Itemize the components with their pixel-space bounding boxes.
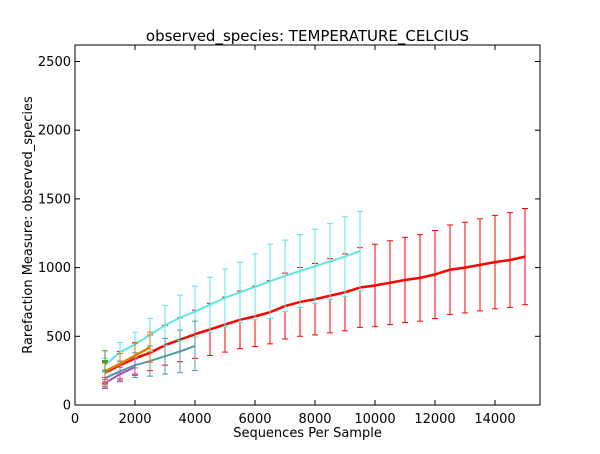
y-tick-label: 500 xyxy=(46,330,71,345)
y-axis-label: Rarefaction Measure: observed_species xyxy=(21,96,36,354)
y-axis-ticks: 0 500 1000 1500 2000 2500 xyxy=(38,55,540,414)
y-tick-label: 0 xyxy=(63,399,71,414)
x-tick-label: 0 xyxy=(71,412,79,427)
y-tick-label: 2000 xyxy=(38,124,71,139)
x-tick-label: 14000 xyxy=(474,412,515,427)
y-tick-label: 1500 xyxy=(38,192,71,207)
series-line xyxy=(104,366,136,384)
series-line xyxy=(104,346,151,373)
chart-title: observed_species: TEMPERATURE_CELCIUS xyxy=(146,27,469,46)
x-axis-label: Sequences Per Sample xyxy=(233,426,382,441)
y-tick-label: 1000 xyxy=(38,261,71,276)
x-tick-label: 8000 xyxy=(298,412,331,427)
y-tick-label: 2500 xyxy=(38,55,71,70)
series-4 xyxy=(102,331,153,381)
x-tick-label: 4000 xyxy=(178,412,211,427)
series-6 xyxy=(102,381,108,388)
x-tick-label: 10000 xyxy=(354,412,395,427)
series-7 xyxy=(102,350,108,372)
x-axis-ticks: 0 2000 4000 6000 8000 10000 12000 14000 xyxy=(71,45,516,427)
x-tick-label: 6000 xyxy=(238,412,271,427)
series-2 xyxy=(102,210,363,373)
plot-frame xyxy=(74,44,541,406)
x-tick-label: 2000 xyxy=(118,412,151,427)
series-marks xyxy=(102,208,528,390)
x-tick-label: 12000 xyxy=(414,412,455,427)
series-line xyxy=(104,250,361,366)
